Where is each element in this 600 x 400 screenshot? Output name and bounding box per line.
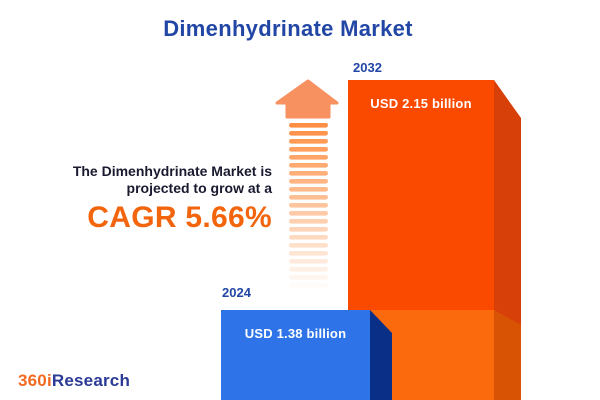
growth-arrow-icon (275, 79, 339, 288)
bar-value-2032: USD 2.15 billion (370, 96, 472, 111)
brand-logo: 360iResearch (18, 371, 130, 391)
bar-value-2024: USD 1.38 billion (244, 326, 347, 341)
brand-logo-prefix: 360i (18, 371, 52, 390)
growth-note-line1: The Dimenhydrinate Market is (72, 163, 272, 179)
page-title: Dimenhydrinate Market (163, 16, 413, 41)
bar-label-2032: 2032 (353, 60, 382, 75)
growth-note-line2: projected to grow at a (126, 180, 272, 196)
arrow-stripes (289, 123, 328, 288)
brand-logo-suffix: Research (51, 371, 131, 390)
bar-label-2024: 2024 (222, 285, 251, 300)
arrow-head (275, 79, 339, 119)
bar-2024-side (370, 310, 392, 400)
bar-2032-side (494, 80, 521, 400)
cagr-value: CAGR 5.66% (87, 201, 272, 234)
growth-note: The Dimenhydrinate Market is projected t… (30, 163, 272, 235)
bar-2032-side-lower (494, 310, 521, 400)
bar-2024 (221, 310, 370, 400)
